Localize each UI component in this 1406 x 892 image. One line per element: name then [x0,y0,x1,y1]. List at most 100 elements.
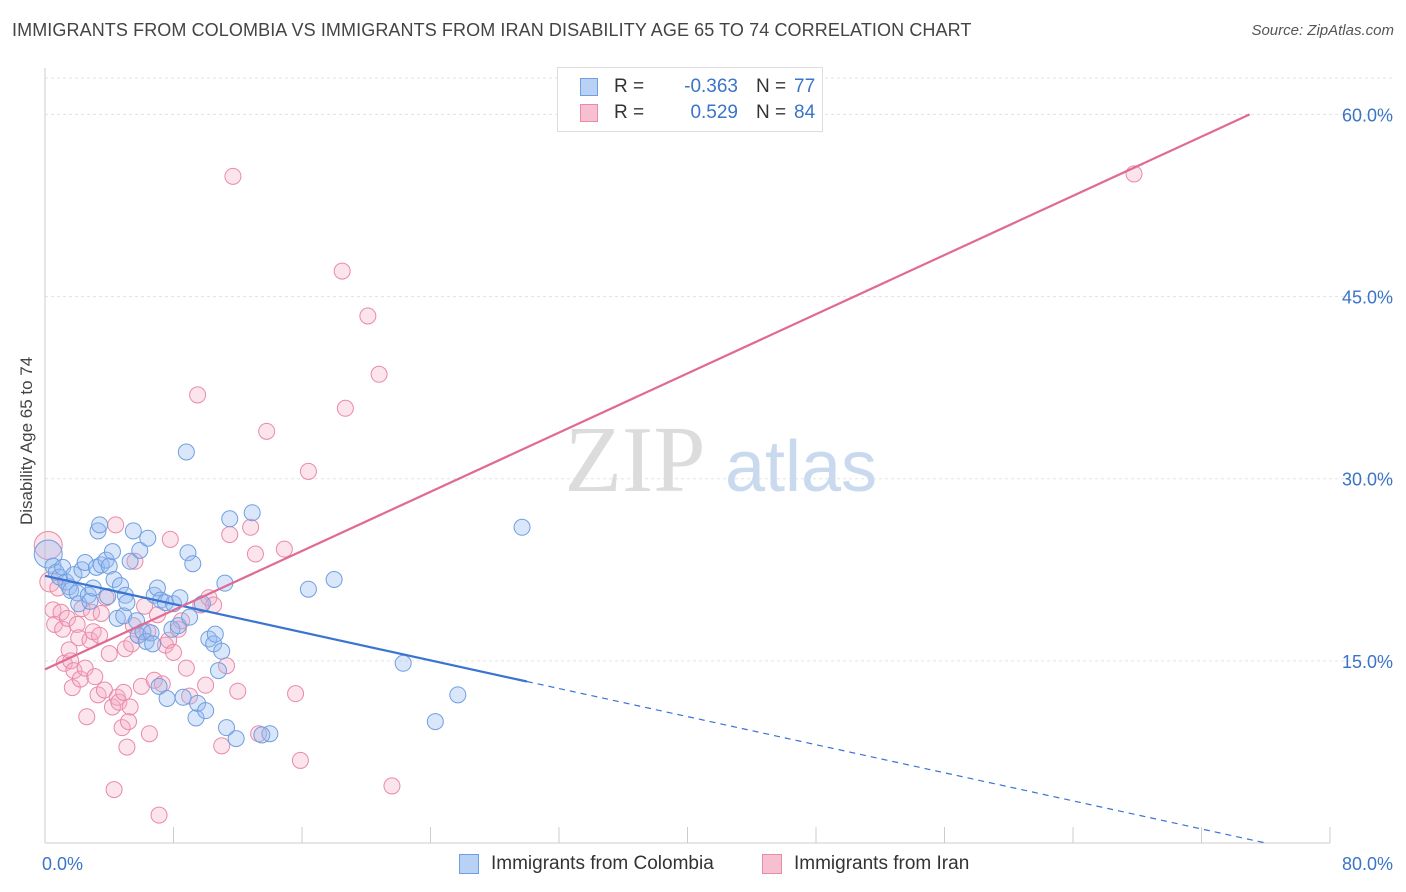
iran-point [291,751,309,769]
iran-point [213,737,231,755]
colombia-point [100,557,118,575]
axes [44,68,1331,844]
colombia-point [174,688,192,706]
trend-line-colombia-extension [526,680,1266,844]
colombia-point [209,662,227,680]
colombia-point [137,632,155,650]
colombia-point [179,544,197,562]
iran-point [52,603,70,621]
y-tick-labels: 15.0% 30.0% 45.0% 60.0% [1342,105,1393,671]
iran-point [150,806,168,824]
iran-point [126,552,144,570]
colombia-point [142,624,160,642]
bottom-legend-label-iran: Immigrants from Iran [794,853,970,874]
colombia-point [115,607,133,625]
iran-point [169,620,187,638]
legend-n-label: N = [756,76,787,97]
colombia-point [81,592,99,610]
colombia-point [105,571,123,588]
colombia-point [89,522,107,540]
y-tick-label: 30.0% [1342,470,1393,490]
iran-point [92,605,110,622]
x-tick-labels: 0.0% 80.0% [42,854,1393,874]
iran-point [221,526,239,544]
iran-point [65,662,83,680]
colombia-point [111,577,129,595]
iran-point [229,682,247,700]
colombia-point [177,443,195,461]
colombia-point [150,677,168,695]
y-tick-label: 15.0% [1342,652,1393,672]
iran-point [71,670,89,688]
bottom-legend-swatch-iran [762,854,782,874]
colombia-point [449,686,467,704]
trend-lines [44,113,1266,844]
iran-point [100,645,118,663]
iran-point [299,462,317,480]
chart-title: IMMIGRANTS FROM COLOMBIA VS IMMIGRANTS F… [12,20,972,40]
colombia-point [181,608,199,626]
iran-point [246,545,264,563]
gridlines [45,77,1395,662]
iran-point [95,681,113,699]
iran-point [123,635,141,653]
colombia-point [218,719,236,737]
watermark-zip: ZIP [565,408,706,512]
iran-point [370,365,388,383]
y-tick-label: 45.0% [1342,288,1393,308]
trend-line-iran [44,113,1251,671]
iran-point [78,708,96,726]
source-credit: Source: ZipAtlas.com [1251,22,1394,39]
colombia-point [325,571,343,588]
iran-point [140,725,158,743]
iran-point [333,262,351,280]
colombia-point [158,690,176,707]
colombia-point [213,642,231,660]
legend-r-value-colombia: -0.363 [684,76,738,97]
legend-swatch-iran [580,104,598,122]
iran-point [113,719,131,737]
colombia-point [33,539,63,569]
iran-point [76,659,94,677]
series-colombia-points [33,443,531,748]
legend-swatch-colombia [580,78,598,96]
iran-point [86,668,104,686]
trend-line-colombia [44,574,528,683]
legend-r-label: R = [614,76,645,97]
colombia-point [118,594,136,612]
legend-n-value-iran: 84 [794,102,816,123]
bottom-legend-label-colombia: Immigrants from Colombia [491,853,714,874]
iran-point [224,167,242,185]
iran-point [105,781,123,799]
legend-n-value-colombia: 77 [794,76,816,97]
colombia-point [221,510,239,528]
iran-point [173,612,191,630]
x-tick-label-max: 80.0% [1342,854,1393,874]
iran-point [197,676,215,694]
colombia-point [87,558,105,576]
colombia-point [131,541,149,559]
iran-point [287,685,305,703]
watermark-atlas: atlas [725,427,877,507]
iran-point [336,399,354,417]
iran-point [242,518,260,536]
colombia-point [68,584,86,602]
x-tick-label-min: 0.0% [42,854,83,874]
y-tick-label: 60.0% [1342,105,1393,125]
colombia-point [91,516,109,534]
iran-point [118,738,136,756]
y-axis-label: Disability Age 65 to 74 [17,356,36,525]
legend-n-label: N = [756,102,787,123]
legend-r-label: R = [614,102,645,123]
legend-r-value-iran: 0.529 [690,102,738,123]
series-iran-points [33,165,1143,824]
watermark: ZIP atlas [565,408,878,512]
colombia-point [243,504,261,522]
iran-point [121,698,139,716]
iran-point [177,659,195,677]
colombia-point [124,522,142,540]
colombia-point [513,518,531,536]
colombia-point [70,595,88,613]
iran-point [70,629,88,647]
